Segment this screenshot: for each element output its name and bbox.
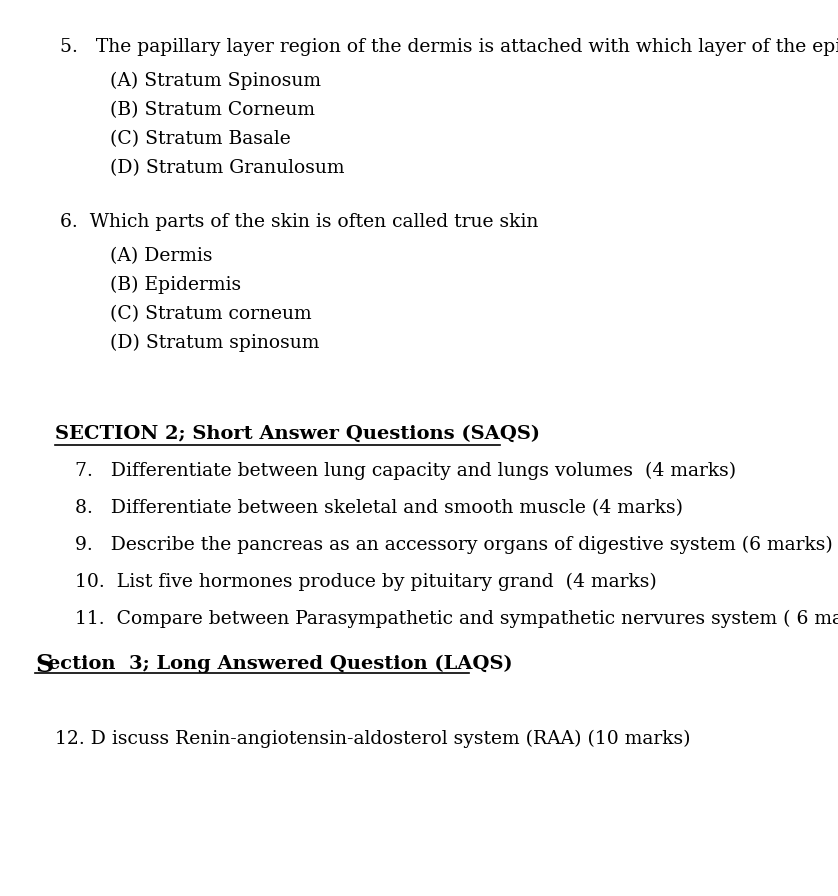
Text: 7.   Differentiate between lung capacity and lungs volumes  (4 marks): 7. Differentiate between lung capacity a… (75, 462, 736, 480)
Text: 10.  List five hormones produce by pituitary grand  (4 marks): 10. List five hormones produce by pituit… (75, 573, 657, 591)
Text: (C) Stratum Basale: (C) Stratum Basale (110, 130, 291, 148)
Text: 6.  Which parts of the skin is often called true skin: 6. Which parts of the skin is often call… (60, 213, 538, 231)
Text: (B) Epidermis: (B) Epidermis (110, 276, 241, 294)
Text: 5.   The papillary layer region of the dermis is attached with which layer of th: 5. The papillary layer region of the der… (60, 38, 838, 56)
Text: S: S (35, 653, 53, 677)
Text: 11.  Compare between Parasympathetic and sympathetic nervures system ( 6 marks): 11. Compare between Parasympathetic and … (75, 610, 838, 628)
Text: 8.   Differentiate between skeletal and smooth muscle (4 marks): 8. Differentiate between skeletal and sm… (75, 499, 683, 517)
Text: (A) Stratum Spinosum: (A) Stratum Spinosum (110, 72, 321, 90)
Text: (A) Dermis: (A) Dermis (110, 247, 213, 265)
Text: (D) Stratum Granulosum: (D) Stratum Granulosum (110, 159, 344, 177)
Text: SECTION 2; Short Answer Questions (SAQS): SECTION 2; Short Answer Questions (SAQS) (55, 425, 540, 443)
Text: (B) Stratum Corneum: (B) Stratum Corneum (110, 101, 315, 119)
Text: (D) Stratum spinosum: (D) Stratum spinosum (110, 334, 319, 352)
Text: 9.   Describe the pancreas as an accessory organs of digestive system (6 marks): 9. Describe the pancreas as an accessory… (75, 536, 833, 555)
Text: (C) Stratum corneum: (C) Stratum corneum (110, 305, 312, 323)
Text: 12. D iscuss Renin-angiotensin-aldosterol system (RAA) (10 marks): 12. D iscuss Renin-angiotensin-aldostero… (55, 730, 691, 748)
Text: ection  3; Long Answered Question (LAQS): ection 3; Long Answered Question (LAQS) (48, 655, 513, 673)
